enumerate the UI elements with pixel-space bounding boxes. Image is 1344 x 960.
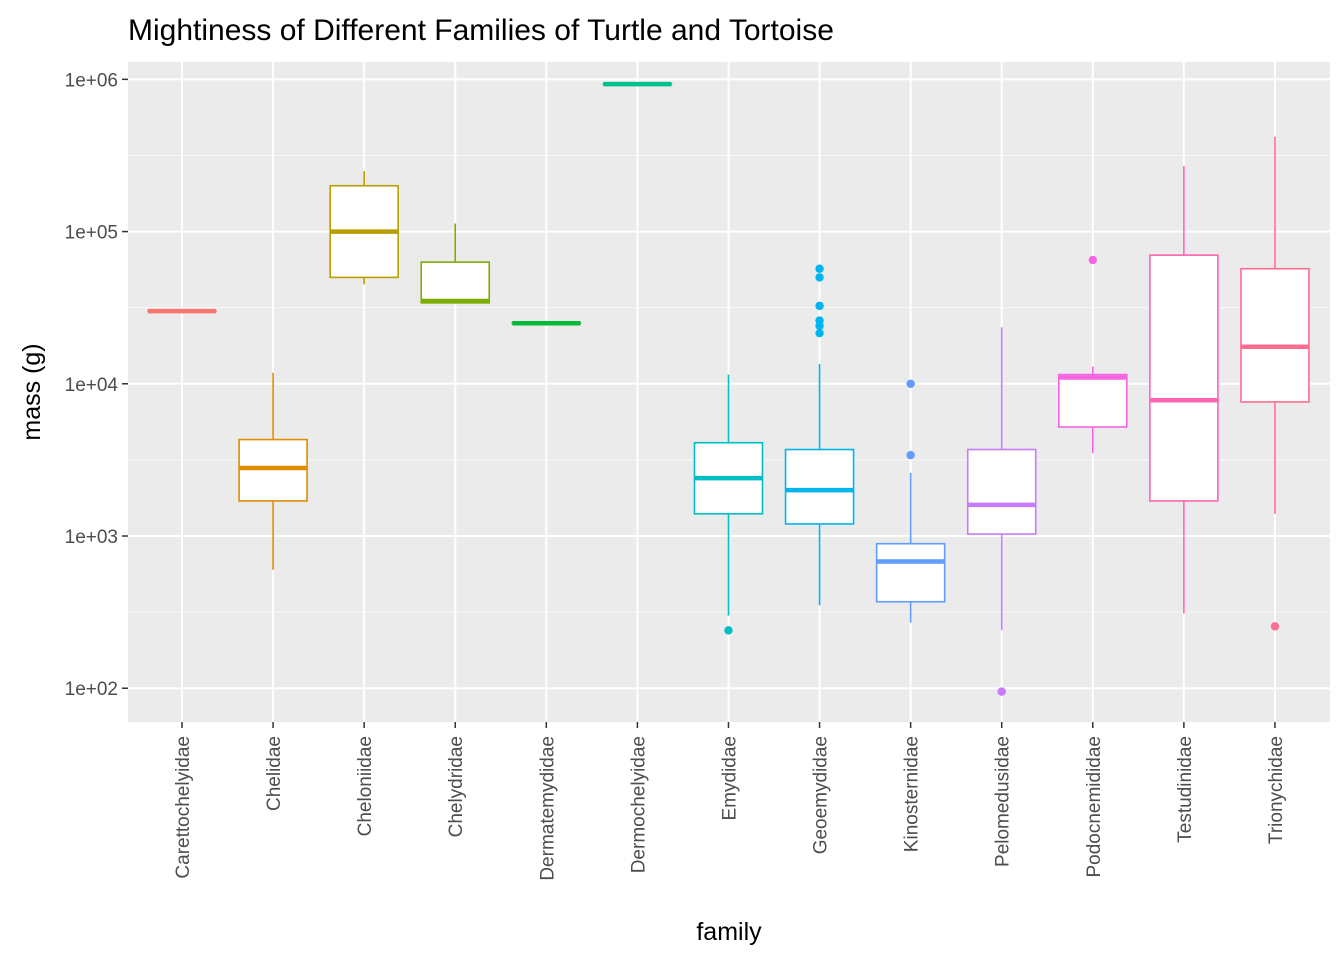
outlier-point [815,301,824,311]
boxplot-pelomedusidae [966,327,1037,696]
boxplot-geoemydidae [784,264,855,606]
outlier-point [1088,255,1098,265]
outlier-point [906,450,915,460]
x-tick-label: Pelomedusidae [993,736,1014,867]
x-tick-label: Geoemydidae [811,736,832,854]
y-tick-label: 1e+06 [65,70,118,91]
outlier-point [815,264,824,273]
y-tick-label: 1e+04 [65,375,119,396]
boxplot-cheloniidae [329,170,399,285]
x-tick-label: Dermochelyidae [628,736,649,873]
x-tick-label: Cheloniidae [355,736,376,836]
box [238,438,308,502]
chart-title: Mightiness of Different Families of Turt… [128,14,834,47]
boxplot-trionychidae [1240,136,1310,631]
outlier-point [724,626,733,635]
x-tick-label: Carettochelyidae [173,736,194,879]
x-tick-label: Chelidae [264,736,285,811]
boxplot-testudinidae [1149,165,1219,614]
box [966,448,1037,535]
boxplots [147,81,1310,696]
y-tick-label: 1e+03 [65,527,118,548]
outlier-point [815,273,824,282]
x-axis-title: family [696,918,762,946]
box [875,542,946,603]
boxplot-chelidae [238,372,308,570]
box [1149,254,1219,502]
boxplot-emydidae [693,374,764,635]
x-tick-label: Dermatemydidae [537,736,558,881]
outlier-point [815,316,824,325]
box [1240,267,1310,403]
outlier-point [906,379,915,388]
boxplot-chelydridae [420,223,491,304]
outlier-point [997,687,1006,696]
box [784,448,855,525]
x-tick-label: Trionychidae [1266,736,1287,844]
y-axis-title: mass (g) [18,343,46,440]
x-axis: Carettochelyidae Chelidae Cheloniidae Chely… [173,722,1287,881]
outlier-point [815,328,824,338]
x-tick-label: Testudinidae [1175,736,1196,843]
x-tick-label: Podocnemididae [1084,736,1105,878]
boxplot-podocnemididae [1058,255,1128,454]
box [420,261,491,304]
x-tick-label: Kinosternidae [902,736,923,852]
outlier-point [1270,622,1280,631]
x-tick-label: Chelydridae [446,736,467,837]
y-axis: 1e+02 1e+03 1e+04 1e+05 1e+06 [65,70,128,700]
boxplot-kinosternidae [875,379,946,623]
y-tick-label: 1e+05 [65,223,118,244]
x-tick-label: Emydidae [719,736,740,821]
y-tick-label: 1e+02 [65,679,118,700]
box [1058,373,1128,428]
